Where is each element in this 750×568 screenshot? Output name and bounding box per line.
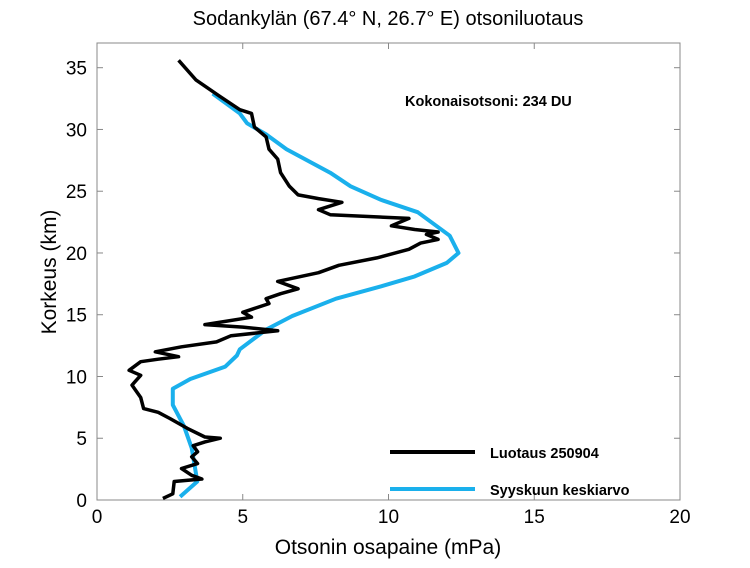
legend: Luotaus 250904 Syyskuun keskiarvo xyxy=(390,446,630,499)
y-tick-label: 5 xyxy=(76,429,87,450)
y-tick-label: 15 xyxy=(66,306,87,327)
legend-label-sounding: Luotaus 250904 xyxy=(490,446,599,462)
y-axis-label: Korkeus (km) xyxy=(38,210,61,335)
series-line-sounding xyxy=(127,59,440,500)
y-tick-label: 20 xyxy=(66,244,87,265)
x-tick-label: 20 xyxy=(669,507,690,528)
y-tick-label: 10 xyxy=(66,367,87,388)
y-tick-label: 30 xyxy=(66,120,87,141)
chart-title: Sodankylän (67.4° N, 26.7° E) otsoniluot… xyxy=(193,8,584,30)
x-tick-label: 0 xyxy=(92,507,103,528)
y-tick-label: 0 xyxy=(76,491,87,512)
x-tick-label: 5 xyxy=(237,507,248,528)
x-axis-label: Otsonin osapaine (mPa) xyxy=(275,536,501,559)
x-tick-label: 15 xyxy=(524,507,545,528)
legend-label-monthly-mean: Syyskuun keskiarvo xyxy=(490,483,630,499)
y-tick-label: 25 xyxy=(66,182,87,203)
series-line-monthly-mean xyxy=(170,91,461,499)
y-tick-label: 35 xyxy=(66,59,87,80)
x-tick-label: 10 xyxy=(378,507,399,528)
total-ozone-annotation: Kokonaisotsoni: 234 DU xyxy=(405,94,572,110)
